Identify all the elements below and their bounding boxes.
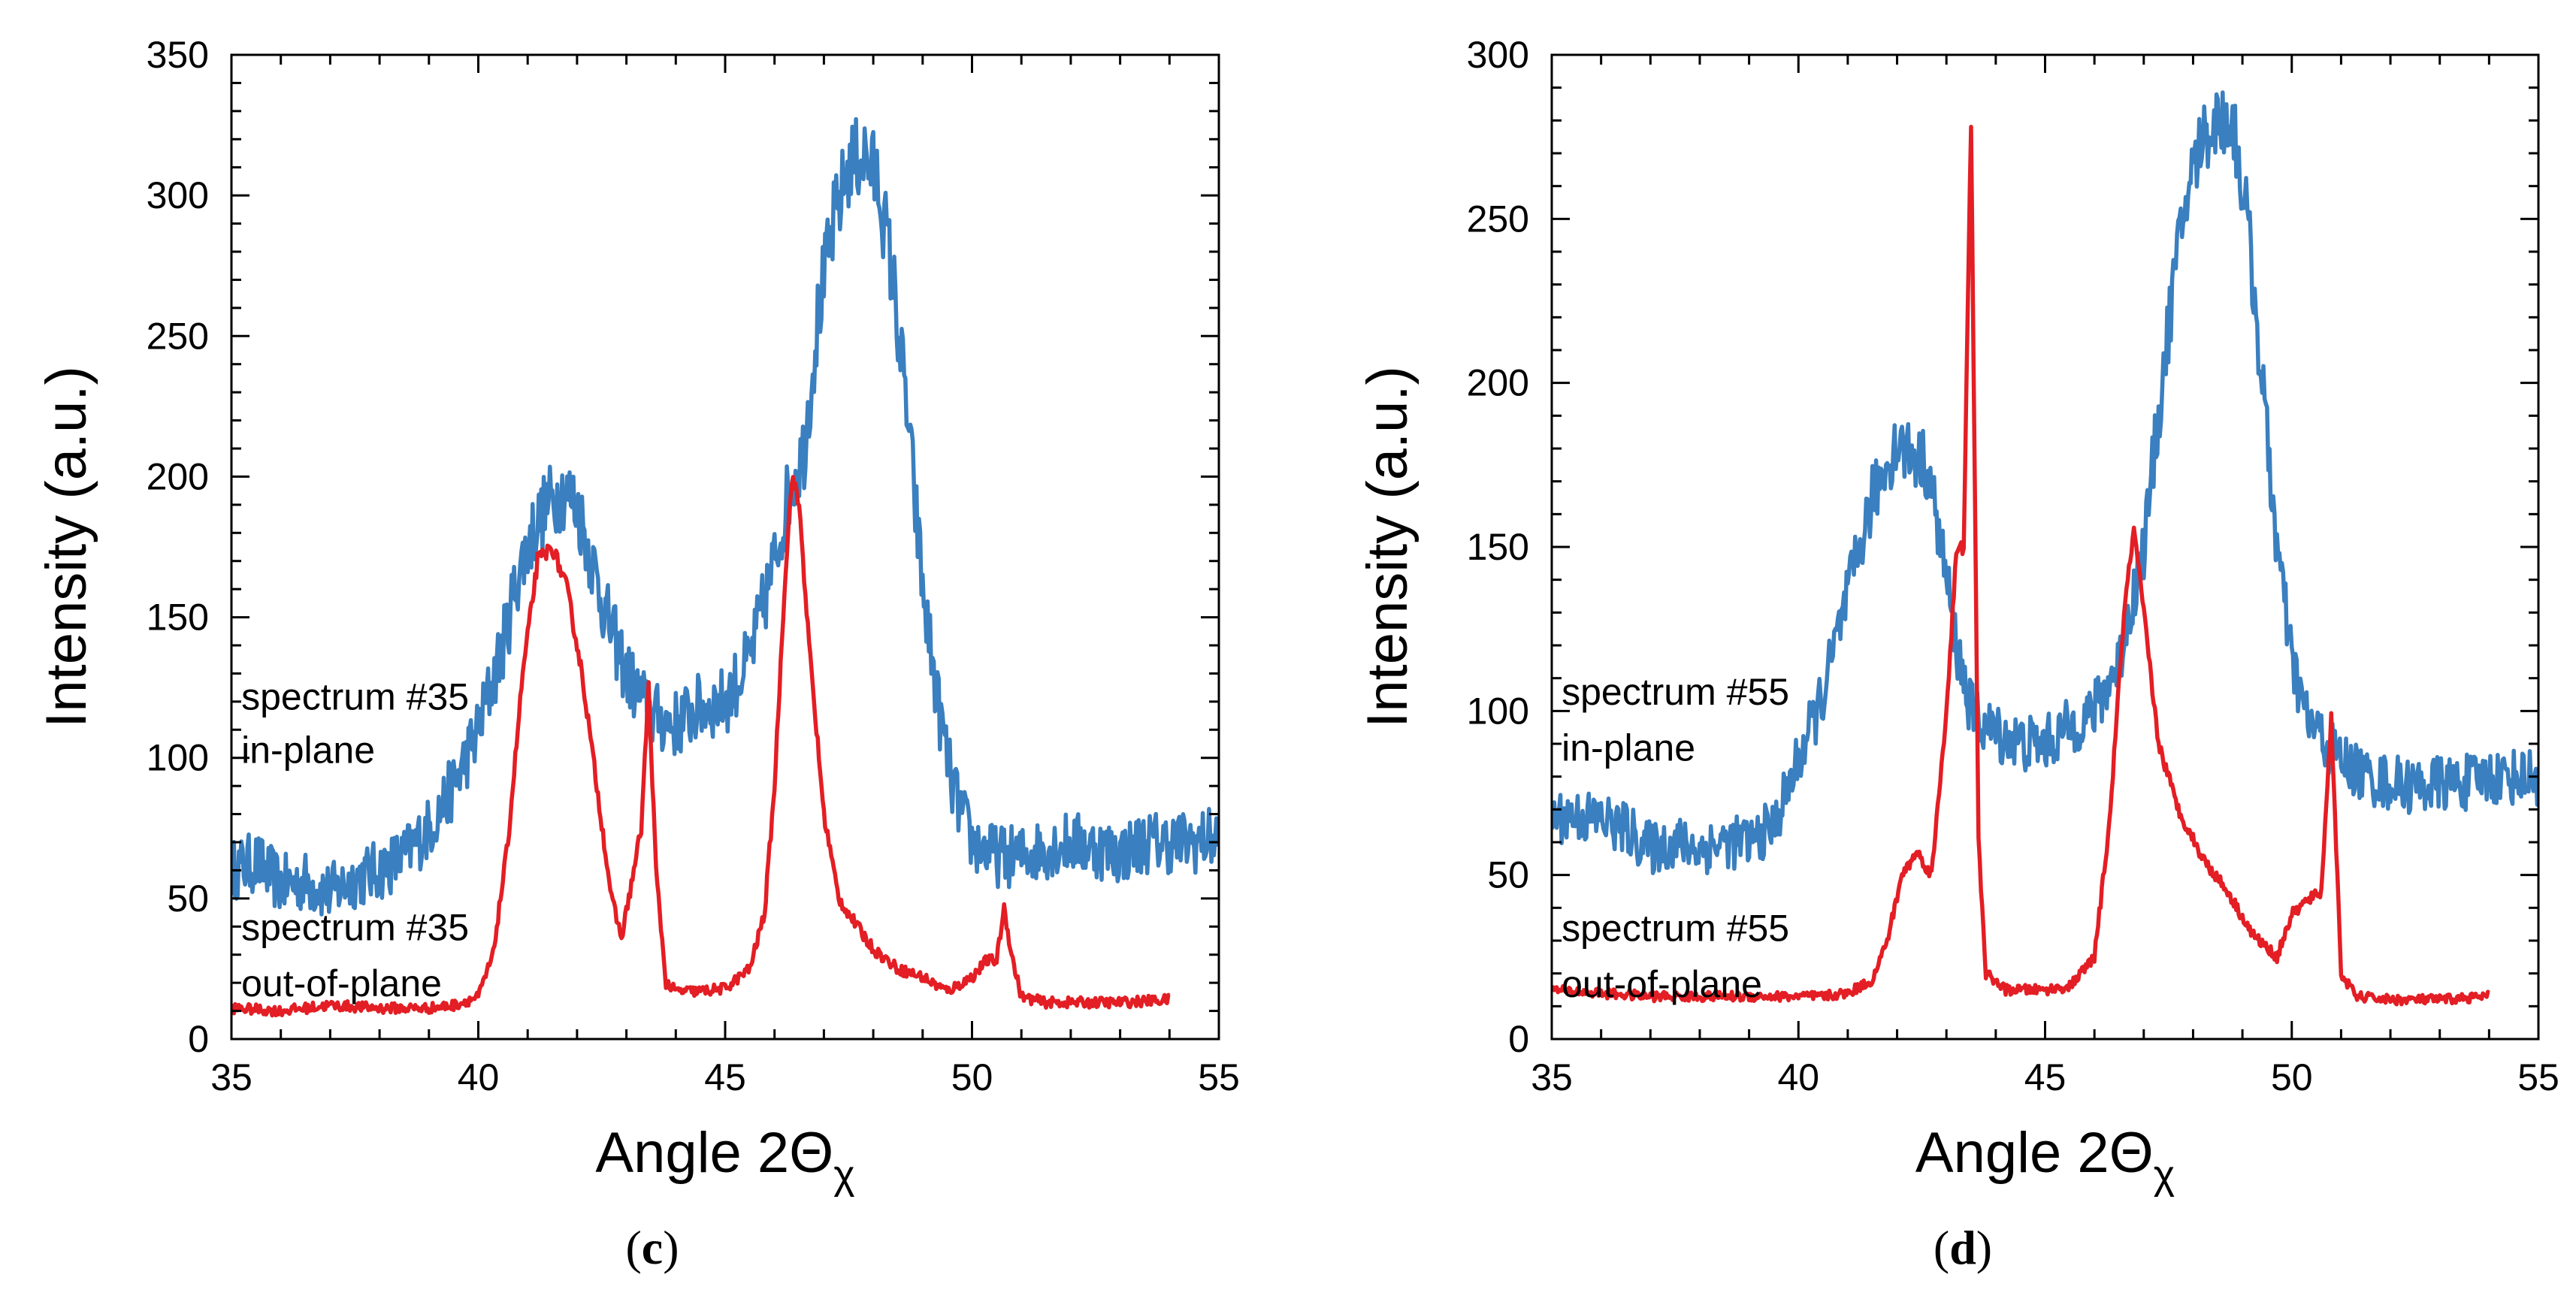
annotation-subtitle: in-plane bbox=[241, 729, 375, 771]
panel-label-paren: ( bbox=[1934, 1221, 1949, 1274]
y-tick-label: 250 bbox=[1467, 198, 1529, 240]
panel-label-letter: d bbox=[1949, 1221, 1976, 1274]
annotation-subtitle: out-of-plane bbox=[1562, 963, 1762, 1005]
y-tick-label: 100 bbox=[1467, 690, 1529, 732]
x-axis-label-main: Angle 2Θ bbox=[595, 1121, 833, 1185]
x-axis-label: Angle 2Θχ bbox=[595, 1121, 854, 1198]
y-tick-label: 150 bbox=[1467, 526, 1529, 568]
plot-frame bbox=[1550, 53, 2540, 1041]
chart-panel-d: 35 40 45 50 55 0 50 100 150 200 250 300 Angle 2Θχ Int… bbox=[1356, 34, 2559, 1274]
x-tick-label: 45 bbox=[704, 1056, 746, 1098]
panel-label-paren: ) bbox=[663, 1221, 679, 1274]
chart-panel-c: 35 40 45 50 55 0 50 100 150 200 250 300 350 Angle 2Θχ… bbox=[35, 34, 1240, 1274]
series-line-in-plane bbox=[1552, 90, 2538, 875]
series-line-out-of-plane bbox=[1552, 125, 2490, 1007]
x-tick-label: 55 bbox=[2517, 1056, 2559, 1098]
x-tick-label: 35 bbox=[1531, 1056, 1573, 1098]
x-tick-label: 55 bbox=[1198, 1056, 1240, 1098]
panel-label-paren: ) bbox=[1976, 1221, 1992, 1274]
y-axis-label: Intensity (a.u.) bbox=[1356, 366, 1420, 728]
panel-label: (d) bbox=[1934, 1221, 1992, 1274]
annotation-title: spectrum #35 bbox=[241, 906, 469, 948]
x-tick-label: 50 bbox=[2271, 1056, 2313, 1098]
y-tick-label: 200 bbox=[1467, 362, 1529, 404]
y-tick-label: 250 bbox=[147, 315, 209, 357]
panel-label: (c) bbox=[625, 1221, 679, 1274]
y-axis-label: Intensity (a.u.) bbox=[35, 366, 98, 728]
x-axis-label-main: Angle 2Θ bbox=[1915, 1121, 2154, 1185]
y-tick-label: 300 bbox=[147, 174, 209, 216]
y-tick-label: 50 bbox=[1487, 854, 1529, 896]
x-axis-label-subscript: χ bbox=[833, 1152, 854, 1198]
y-tick-label: 0 bbox=[1508, 1018, 1529, 1060]
annotation-title: spectrum #35 bbox=[241, 675, 469, 717]
y-tick-label: 150 bbox=[147, 597, 209, 639]
annotation-subtitle: out-of-plane bbox=[241, 962, 442, 1004]
panel-label-paren: ( bbox=[625, 1221, 641, 1274]
annotation-subtitle: in-plane bbox=[1562, 727, 1695, 769]
x-tick-label: 40 bbox=[1777, 1056, 1819, 1098]
y-tick-label: 200 bbox=[147, 455, 209, 497]
x-tick-label: 45 bbox=[2024, 1056, 2067, 1098]
y-tick-label: 100 bbox=[147, 737, 209, 779]
x-axis-label-subscript: χ bbox=[2154, 1152, 2175, 1198]
series-line-in-plane bbox=[231, 116, 1219, 917]
annotation-title: spectrum #55 bbox=[1562, 671, 1789, 713]
series-line-out-of-plane bbox=[231, 475, 1171, 1018]
x-axis-label: Angle 2Θχ bbox=[1915, 1121, 2175, 1198]
panel-label-letter: c bbox=[642, 1221, 663, 1274]
x-tick-label: 50 bbox=[951, 1056, 993, 1098]
y-tick-label: 300 bbox=[1467, 34, 1529, 76]
y-tick-label: 350 bbox=[147, 34, 209, 76]
annotation-title: spectrum #55 bbox=[1562, 908, 1789, 950]
x-tick-label: 35 bbox=[210, 1056, 252, 1098]
y-tick-label: 50 bbox=[167, 878, 209, 920]
x-tick-label: 40 bbox=[458, 1056, 500, 1098]
y-tick-label: 0 bbox=[188, 1018, 209, 1060]
